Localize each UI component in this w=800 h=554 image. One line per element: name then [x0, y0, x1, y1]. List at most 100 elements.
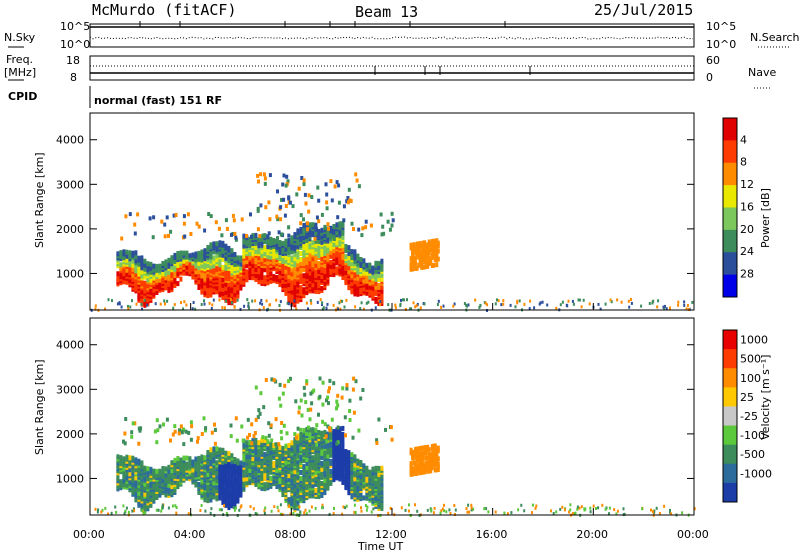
echo-cell	[377, 483, 381, 489]
echo-cell	[311, 455, 315, 461]
echo-cell	[275, 275, 279, 280]
sparse-echo	[297, 410, 301, 415]
sparse-echo	[297, 405, 301, 410]
near-range-echo	[290, 506, 293, 510]
echo-cell	[287, 477, 291, 483]
late-echo	[435, 251, 439, 257]
echo-cell	[224, 474, 228, 480]
echo-cell	[218, 258, 222, 264]
near-range-echo	[379, 300, 382, 303]
sparse-echo	[165, 215, 169, 220]
echo-cell	[380, 258, 384, 264]
sparse-echo	[276, 236, 279, 241]
near-range-echo	[203, 302, 206, 306]
near-range-echo	[510, 511, 513, 515]
sparse-echo	[299, 427, 303, 432]
sparse-echo	[335, 399, 339, 404]
near-range-echo	[650, 508, 652, 512]
near-range-echo	[406, 298, 408, 302]
echo-cell	[278, 278, 282, 284]
echo-cell	[299, 267, 303, 272]
echo-cell	[122, 249, 126, 255]
echo-cell	[281, 445, 285, 451]
echo-cell	[176, 456, 180, 461]
echo-cell	[260, 274, 264, 280]
sparse-echo	[364, 225, 368, 230]
near-range-echo	[535, 504, 538, 508]
late-echo	[430, 255, 434, 260]
echo-cell	[116, 454, 120, 460]
echo-cell	[209, 250, 213, 256]
near-range-echo	[288, 504, 290, 508]
near-range-echo	[254, 299, 257, 303]
near-range-echo	[259, 301, 262, 305]
sparse-echo	[187, 430, 191, 435]
near-range-echo	[592, 504, 595, 508]
colorbar-tick-label: -500	[740, 448, 765, 461]
near-range-echo	[437, 299, 440, 303]
near-range-echo	[468, 510, 471, 514]
echo-cell	[191, 252, 195, 258]
power-ylabel: Slant Range [km]	[33, 152, 46, 248]
near-range-echo	[500, 303, 503, 307]
sparse-echo	[152, 215, 156, 220]
echo-cell	[119, 455, 123, 461]
sparse-echo	[195, 221, 199, 226]
echo-cell	[269, 236, 273, 242]
echo-cell	[218, 447, 222, 453]
echo-cell	[173, 264, 177, 270]
near-range-echo	[144, 511, 147, 515]
near-range-echo	[423, 302, 426, 306]
echo-cell	[167, 269, 171, 275]
echo-cell	[368, 284, 372, 290]
near-range-echo	[623, 512, 626, 516]
echo-cell	[374, 260, 378, 266]
sparse-echo	[384, 427, 387, 432]
echo-cell	[341, 234, 345, 240]
sparse-echo	[309, 407, 313, 412]
echo-cell	[311, 230, 315, 236]
near-range-echo	[662, 305, 665, 309]
echo-cell	[320, 231, 324, 237]
echo-cell	[308, 252, 312, 258]
sparse-echo	[184, 429, 188, 434]
echo-cell	[140, 480, 144, 486]
near-range-echo	[485, 507, 488, 511]
near-range-echo	[416, 509, 419, 513]
echo-cell	[326, 242, 330, 248]
echo-cell	[302, 273, 306, 279]
near-range-echo	[175, 506, 178, 509]
echo-cell	[272, 479, 276, 485]
echo-cell	[197, 285, 201, 290]
sparse-echo	[335, 441, 339, 446]
echo-cell	[296, 270, 300, 276]
near-range-echo	[394, 306, 397, 310]
near-range-echo	[289, 512, 292, 516]
echo-cell	[308, 222, 312, 228]
echo-cell	[215, 241, 219, 247]
echo-cell	[119, 250, 123, 256]
echo-cell	[341, 220, 345, 226]
sparse-echo	[357, 428, 361, 433]
echo-cell	[131, 250, 135, 256]
sparse-echo	[386, 219, 390, 224]
echo-cell	[131, 471, 135, 477]
sparse-echo	[163, 222, 167, 227]
sparse-echo	[306, 227, 309, 232]
near-range-echo	[440, 305, 443, 309]
echo-cell	[266, 248, 270, 254]
echo-cell	[221, 252, 225, 258]
echo-cell	[197, 482, 201, 487]
near-range-echo	[225, 511, 228, 515]
echo-cell	[338, 221, 342, 227]
sparse-echo	[345, 386, 349, 391]
nsearch-trace	[89, 36, 694, 40]
echo-cell	[152, 291, 156, 297]
sparse-echo	[233, 231, 237, 236]
echo-cell	[260, 471, 264, 477]
sparse-echo	[254, 417, 258, 422]
echo-cell	[356, 484, 360, 490]
near-range-echo	[559, 303, 562, 307]
near-range-echo	[343, 305, 346, 309]
